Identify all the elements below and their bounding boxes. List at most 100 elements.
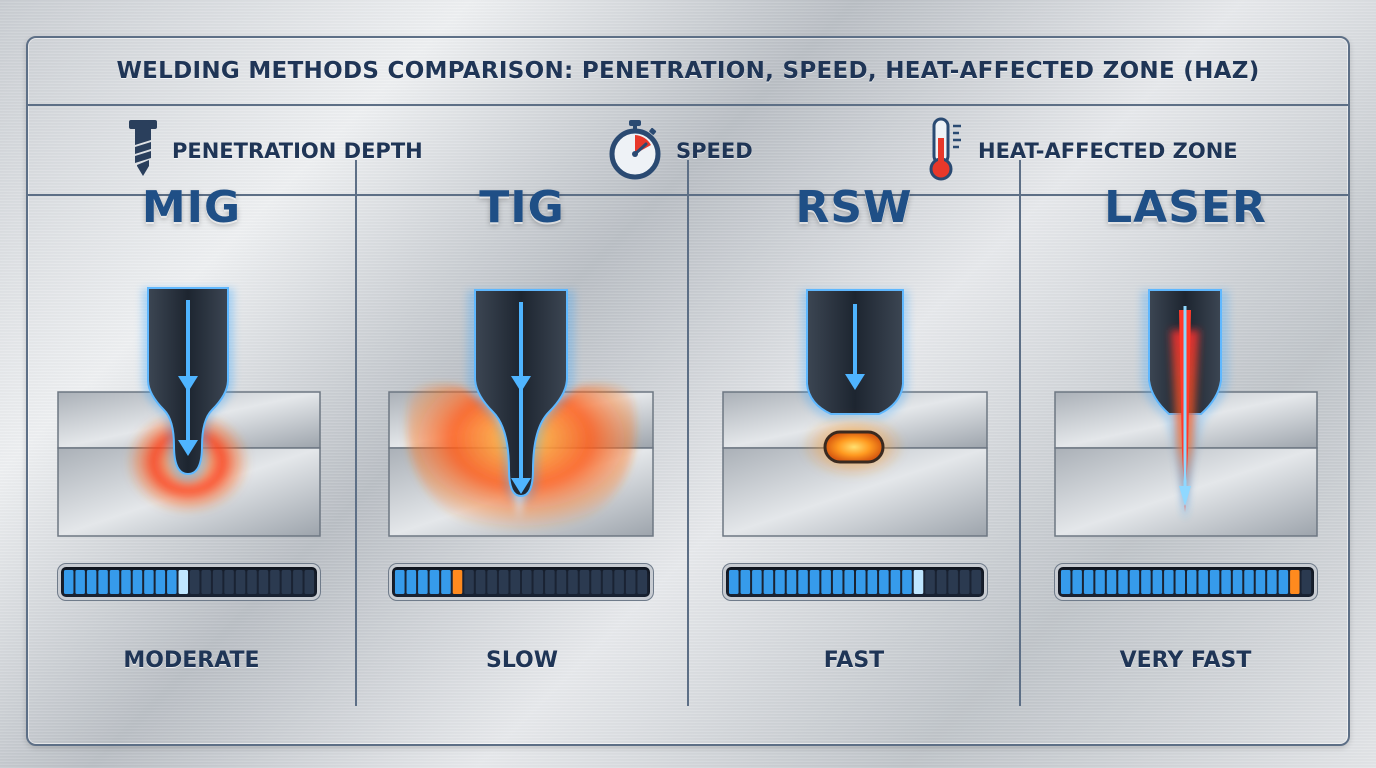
speed-segment-empty: [959, 570, 970, 594]
method-name: TIG: [479, 182, 565, 233]
speed-segment-filled: [406, 570, 417, 594]
speed-segment-filled: [1221, 570, 1231, 594]
speed-segment-empty: [925, 570, 935, 594]
laser-weld-diagram: [1054, 289, 1318, 537]
speed-segment-filled: [729, 570, 739, 594]
speed-segment-filled: [1083, 570, 1094, 594]
speed-segment-empty: [522, 570, 532, 594]
speed-segment-empty: [936, 570, 947, 594]
method-name: MIG: [141, 182, 242, 233]
drill-bit-icon: [128, 118, 158, 184]
speed-segment-empty: [591, 570, 601, 594]
speed-segment-filled: [86, 570, 97, 594]
rsw-weld-diagram: [722, 289, 988, 537]
speed-segment-filled: [809, 570, 820, 594]
method-name: RSW: [795, 182, 913, 233]
speed-segment-filled: [1118, 570, 1128, 594]
speed-segment-filled: [155, 570, 166, 594]
speed-segment-empty: [510, 570, 520, 594]
thermometer-icon: [924, 116, 968, 186]
speed-segment-filled: [167, 570, 177, 594]
panel-divider: [687, 160, 689, 706]
speed-gauge: [389, 564, 653, 600]
speed-segment-filled: [1187, 570, 1197, 594]
speed-segment-filled: [1290, 570, 1300, 594]
speed-segment-empty: [293, 570, 303, 594]
method-panel-laser: LASER VERY FAST: [1021, 160, 1350, 706]
speed-segment-empty: [614, 570, 624, 594]
speed-segment-filled: [1209, 570, 1220, 594]
speed-segment-filled: [144, 570, 154, 594]
speed-gauge-segments: [395, 570, 647, 594]
panel-divider: [1019, 160, 1021, 706]
speed-segment-empty: [487, 570, 497, 594]
method-panel-tig: TIG SLOW: [357, 160, 687, 706]
speed-segment-empty: [556, 570, 567, 594]
speed-segment-empty: [247, 570, 257, 594]
method-name: LASER: [1104, 182, 1267, 233]
speed-segment-filled: [1129, 570, 1140, 594]
speed-segment-filled: [1232, 570, 1243, 594]
speed-segment-empty: [270, 570, 280, 594]
legend-label-haz: HEAT-AFFECTED ZONE: [978, 139, 1238, 163]
title-bar: WELDING METHODS COMPARISON: PENETRATION,…: [28, 38, 1348, 106]
speed-segment-filled: [395, 570, 405, 594]
speed-segment-filled: [121, 570, 131, 594]
speed-segment-empty: [545, 570, 555, 594]
page-title: WELDING METHODS COMPARISON: PENETRATION,…: [116, 58, 1260, 84]
panel-divider: [355, 160, 357, 706]
speed-segment-empty: [1301, 570, 1311, 594]
speed-segment-filled: [763, 570, 774, 594]
speed-segment-filled: [844, 570, 854, 594]
speed-segment-empty: [568, 570, 578, 594]
speed-segment-filled: [902, 570, 912, 594]
speed-segment-empty: [971, 570, 981, 594]
speed-segment-filled: [1152, 570, 1163, 594]
speed-segment-filled: [1278, 570, 1289, 594]
speed-segment-empty: [637, 570, 647, 594]
speed-segment-filled: [832, 570, 843, 594]
speed-gauge: [723, 564, 987, 600]
speed-segment-filled: [1164, 570, 1174, 594]
speed-segment-empty: [281, 570, 292, 594]
speed-segment-empty: [602, 570, 613, 594]
speed-segment-empty: [948, 570, 958, 594]
speed-segment-empty: [579, 570, 590, 594]
speed-segment-filled: [786, 570, 797, 594]
speed-segment-filled: [775, 570, 785, 594]
speed-segment-filled: [441, 570, 451, 594]
speed-segment-filled: [98, 570, 108, 594]
speed-segment-filled: [913, 570, 924, 594]
speed-segment-empty: [464, 570, 474, 594]
speed-segment-filled: [132, 570, 143, 594]
method-panel-rsw: RSW FAST: [689, 160, 1019, 706]
speed-label: VERY FAST: [1119, 648, 1252, 673]
speed-segment-filled: [1072, 570, 1082, 594]
speed-segment-empty: [212, 570, 223, 594]
comparison-frame: WELDING METHODS COMPARISON: PENETRATION,…: [26, 36, 1350, 746]
speed-label: MODERATE: [123, 648, 260, 673]
speed-segment-filled: [867, 570, 878, 594]
speed-segment-empty: [475, 570, 486, 594]
speed-segment-filled: [798, 570, 808, 594]
speed-segment-filled: [1267, 570, 1277, 594]
speed-segment-filled: [1141, 570, 1151, 594]
speed-gauge: [58, 564, 320, 600]
legend-label-speed: SPEED: [676, 139, 753, 163]
speed-segment-filled: [1175, 570, 1185, 594]
speed-segment-filled: [75, 570, 85, 594]
speed-segment-filled: [429, 570, 440, 594]
speed-segment-empty: [235, 570, 246, 594]
speed-segment-filled: [879, 570, 889, 594]
speed-segment-filled: [1244, 570, 1254, 594]
speed-label: FAST: [823, 648, 885, 673]
speed-segment-filled: [752, 570, 762, 594]
speed-label: SLOW: [485, 648, 559, 673]
speed-segment-filled: [64, 570, 74, 594]
legend-item-speed: SPEED: [606, 106, 753, 196]
speed-gauge-segments: [1061, 570, 1311, 594]
mig-weld-diagram: [57, 287, 321, 537]
speed-segment-filled: [1255, 570, 1266, 594]
speed-segment-empty: [498, 570, 509, 594]
speed-gauge: [1055, 564, 1317, 600]
